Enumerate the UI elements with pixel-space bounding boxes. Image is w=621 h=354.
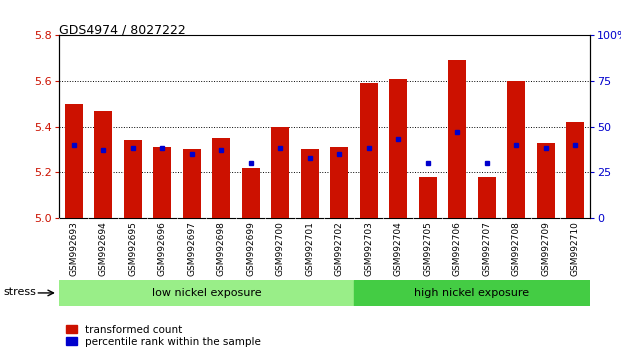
Text: GSM992694: GSM992694 bbox=[99, 221, 107, 275]
Legend: transformed count, percentile rank within the sample: transformed count, percentile rank withi… bbox=[64, 322, 263, 349]
Text: GSM992707: GSM992707 bbox=[483, 221, 491, 276]
Text: GSM992702: GSM992702 bbox=[335, 221, 343, 275]
Text: GSM992693: GSM992693 bbox=[70, 221, 78, 276]
Text: GSM992704: GSM992704 bbox=[394, 221, 402, 275]
Bar bbox=[537, 143, 555, 218]
Bar bbox=[448, 61, 466, 218]
Bar bbox=[271, 126, 289, 218]
Bar bbox=[242, 167, 260, 218]
Text: GSM992701: GSM992701 bbox=[306, 221, 314, 276]
Bar bbox=[65, 104, 83, 218]
Text: GSM992703: GSM992703 bbox=[365, 221, 373, 276]
Bar bbox=[478, 177, 496, 218]
Text: GSM992699: GSM992699 bbox=[247, 221, 255, 276]
Bar bbox=[354, 280, 590, 306]
Text: stress: stress bbox=[3, 287, 36, 297]
Bar bbox=[507, 81, 525, 218]
Text: GSM992698: GSM992698 bbox=[217, 221, 225, 276]
Text: GSM992700: GSM992700 bbox=[276, 221, 284, 276]
Bar bbox=[360, 83, 378, 218]
Bar bbox=[389, 79, 407, 218]
Text: GSM992706: GSM992706 bbox=[453, 221, 461, 276]
Bar bbox=[212, 138, 230, 218]
Bar bbox=[183, 149, 201, 218]
Text: GSM992708: GSM992708 bbox=[512, 221, 520, 276]
Bar bbox=[566, 122, 584, 218]
Text: GSM992705: GSM992705 bbox=[424, 221, 432, 276]
Text: GSM992697: GSM992697 bbox=[188, 221, 196, 276]
Bar bbox=[94, 110, 112, 218]
Text: GSM992695: GSM992695 bbox=[129, 221, 137, 276]
Text: GDS4974 / 8027222: GDS4974 / 8027222 bbox=[59, 23, 186, 36]
Bar bbox=[153, 147, 171, 218]
Text: low nickel exposure: low nickel exposure bbox=[152, 288, 261, 298]
Bar bbox=[330, 147, 348, 218]
Bar bbox=[59, 280, 354, 306]
Bar bbox=[419, 177, 437, 218]
Text: GSM992696: GSM992696 bbox=[158, 221, 166, 276]
Bar bbox=[301, 149, 319, 218]
Text: high nickel exposure: high nickel exposure bbox=[414, 288, 530, 298]
Bar bbox=[124, 140, 142, 218]
Text: GSM992709: GSM992709 bbox=[542, 221, 550, 276]
Text: GSM992710: GSM992710 bbox=[571, 221, 579, 276]
